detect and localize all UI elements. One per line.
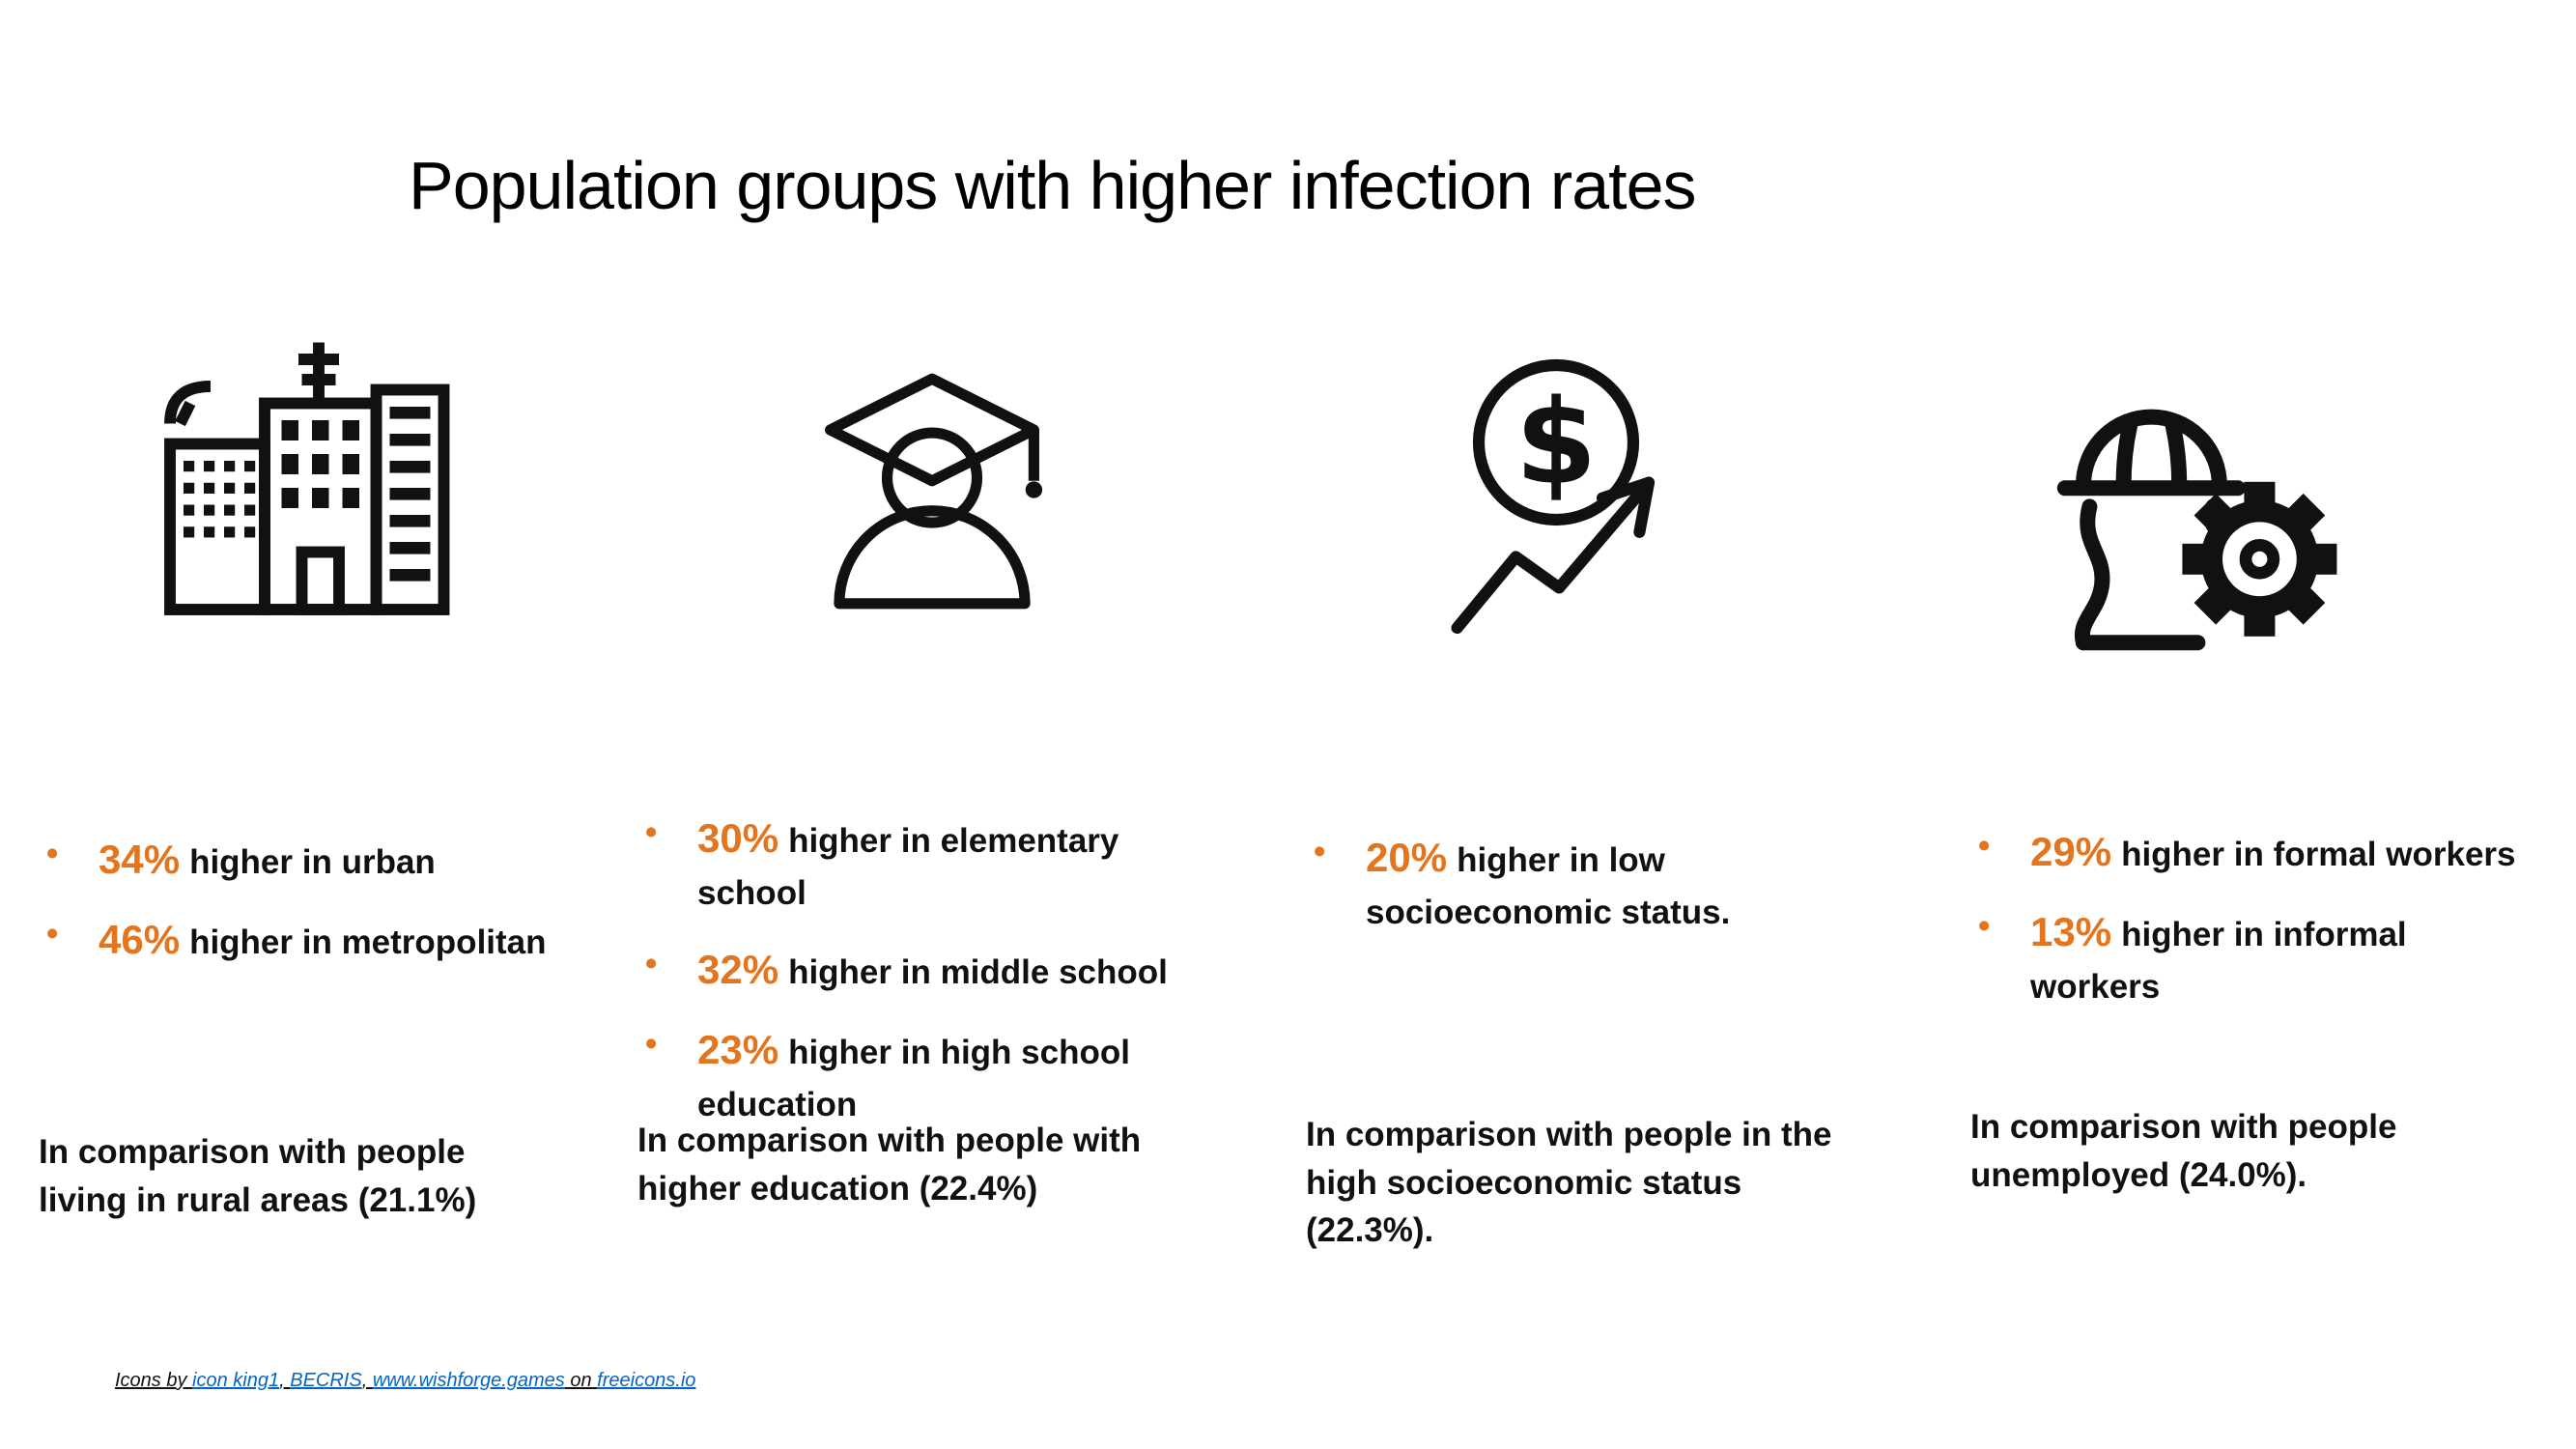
bullet-text: higher in formal workers [2121,836,2516,873]
percentage-value: 30% [697,815,779,861]
percentage-value: 34% [99,837,181,882]
bullet-text: higher in high school education [697,1033,1130,1123]
attribution-separator: , [361,1370,373,1391]
infographic-column-education: 30%higher in elementary school 32%higher… [637,0,1236,1449]
bullet-text: higher in urban [189,843,436,881]
comparison-text: In comparison with people in the high so… [1306,1116,1832,1250]
graduate-student-icon [782,340,1082,639]
percentage-value: 20% [1366,835,1448,880]
bullet-text: higher in low socioeconomic status. [1366,841,1731,931]
comparison-text: In comparison with people living in rura… [39,1133,477,1219]
bullet-text: higher in informal workers [2030,916,2407,1006]
bullet-text: higher in elementary school [697,822,1119,912]
percentage-value: 46% [99,917,181,962]
bullet-item: 32%higher in middle school [637,939,1178,1000]
bullet-item: 34%higher in urban [39,829,580,890]
worker-gear-icon [2037,361,2346,670]
attribution-link-icon-king1[interactable]: icon king1 [192,1370,280,1391]
attribution-link-wishforge[interactable]: www.wishforge.games [372,1370,565,1391]
svg-text:$: $ [1515,374,1598,511]
attribution-link-freeicons[interactable]: freeicons.io [597,1370,696,1391]
page-title: Population groups with higher infection … [409,148,1697,223]
bullet-item: 13%higher in informal workers [1970,901,2434,1013]
bullet-item: 23%higher in high school education [637,1019,1178,1131]
bullet-list: 34%higher in urban 46%higher in metropol… [39,829,580,989]
attribution-link-becris[interactable]: BECRIS [290,1370,362,1391]
percentage-value: 32% [697,946,779,992]
bullet-list: 20%higher in low socioeconomic status. [1306,827,1731,958]
bullet-text: higher in middle school [788,952,1168,991]
percentage-value: 29% [2030,829,2112,874]
city-buildings-icon [150,319,488,657]
infographic-column-urban: 34%higher in urban 46%higher in metropol… [39,0,599,1449]
infographic-column-socioeconomic: $ 20%higher in low socioeconomic status.… [1306,0,1924,1449]
percentage-value: 23% [697,1026,779,1072]
bullet-item: 30%higher in elementary school [637,808,1178,920]
bullet-item: 46%higher in metropolitan [39,909,580,970]
percentage-value: 13% [2030,909,2112,954]
comparison-text: In comparison with people with higher ed… [637,1122,1142,1208]
attribution-connector: on [564,1370,598,1391]
bullet-text: higher in metropolitan [189,923,547,961]
attribution-footer: Icons by icon king1, BECRIS, www.wishfor… [115,1370,695,1392]
dollar-growth-icon: $ [1432,350,1741,659]
bullet-list: 29%higher in formal workers 13%higher in… [1970,821,2516,1033]
comparison-text: In comparison with people unemployed (24… [1970,1108,2397,1194]
bullet-item: 20%higher in low socioeconomic status. [1306,827,1731,939]
attribution-separator: , [279,1370,291,1391]
bullet-list: 30%higher in elementary school 32%higher… [637,808,1178,1150]
bullet-item: 29%higher in formal workers [1970,821,2516,882]
infographic-column-workers: 29%higher in formal workers 13%higher in… [1970,0,2576,1449]
attribution-prefix: Icons by [115,1370,193,1391]
